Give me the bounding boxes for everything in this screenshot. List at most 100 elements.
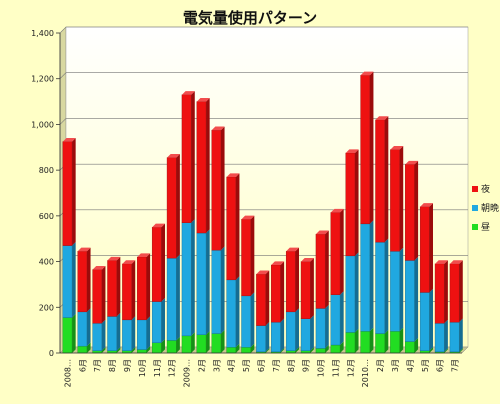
- x-tick-label: 9月: [302, 359, 311, 372]
- bar-夜-7月: [92, 265, 106, 324]
- x-tick-label: 10月: [317, 359, 326, 377]
- x-tick-label: 2月: [376, 359, 385, 372]
- y-tick: 600: [39, 212, 60, 221]
- y-tick: 0: [49, 349, 60, 358]
- x-tick-label: 10月: [138, 359, 147, 377]
- bar-朝晩-9月: [122, 316, 136, 351]
- bar-朝晩-2月: [196, 229, 210, 335]
- bar-夜-5月: [241, 215, 255, 297]
- x-tick-label: 12月: [346, 359, 355, 377]
- bars: [62, 71, 463, 354]
- x-tick-label: 2月: [197, 359, 206, 372]
- bar-朝晩-11月: [151, 297, 165, 343]
- bar-朝晩-4月: [226, 276, 240, 348]
- bar-朝晩-10月: [315, 304, 329, 349]
- bar-夜-3月: [390, 145, 404, 252]
- x-tick-label: 7月: [451, 359, 460, 372]
- bar-朝晩-7月: [92, 319, 106, 351]
- bar-朝晩-12月: [166, 254, 180, 341]
- bar-夜-7月: [271, 261, 285, 323]
- bar-夜-4月: [405, 160, 419, 261]
- bar-朝晩-7月: [449, 318, 463, 353]
- legend-swatch: [472, 186, 478, 192]
- bar-朝晩-5月: [241, 292, 255, 348]
- y-tick: 1,000: [31, 120, 60, 129]
- bar-朝晩-10月: [137, 316, 151, 350]
- y-tick-label: 200: [39, 303, 54, 312]
- bar-朝晩-7月: [271, 318, 285, 353]
- bar-夜-2009…: [181, 91, 195, 223]
- y-tick-label: 1,200: [31, 75, 54, 84]
- y-tick-label: 1,000: [31, 120, 54, 129]
- bar-夜-2008…: [62, 137, 76, 246]
- x-tick-label: 4月: [227, 359, 236, 372]
- y-tick: 400: [39, 258, 60, 267]
- y-tick: 1,400: [31, 29, 60, 38]
- bar-夜-10月: [315, 230, 329, 309]
- x-tick-label: 4月: [406, 359, 415, 372]
- bar-朝晩-2009…: [181, 219, 195, 337]
- x-tick-label: 9月: [123, 359, 132, 372]
- y-tick-label: 600: [39, 212, 54, 221]
- bar-夜-8月: [285, 247, 299, 313]
- x-tick-label: 8月: [287, 359, 296, 372]
- gridline: [59, 72, 468, 79]
- legend-item-朝晩: 朝晩: [472, 203, 499, 214]
- bar-夜-12月: [345, 149, 359, 257]
- legend-label: 昼: [481, 222, 490, 233]
- legend-label: 朝晩: [481, 203, 499, 214]
- bar-夜-2月: [196, 97, 210, 234]
- bar-朝晩-2008…: [62, 241, 76, 318]
- bar-朝晩-3月: [211, 246, 225, 334]
- bar-朝晩-6月: [77, 308, 91, 347]
- x-tick-label: 6月: [436, 359, 445, 372]
- bar-夜-12月: [166, 153, 180, 259]
- y-tick-label: 800: [39, 166, 54, 175]
- bar-夜-6月: [256, 270, 270, 326]
- bar-昼-2008…: [62, 313, 76, 354]
- y-tick: 1,200: [31, 75, 60, 84]
- x-tick-label: 2008…: [63, 359, 72, 387]
- x-tick-label: 7月: [272, 359, 281, 372]
- x-tick-label: 6月: [257, 359, 266, 372]
- x-tick-label: 5月: [242, 359, 251, 372]
- x-tick-label: 3月: [391, 359, 400, 372]
- bar-朝晩-4月: [405, 256, 419, 342]
- x-tick-label: 2010…: [361, 359, 370, 387]
- bar-朝晩-3月: [390, 247, 404, 332]
- bar-朝晩-11月: [330, 291, 344, 346]
- bar-夜-5月: [419, 203, 433, 293]
- bar-朝晩-2月: [375, 238, 389, 334]
- y-tick-label: 1,400: [31, 29, 54, 38]
- bar-朝晩-9月: [300, 315, 314, 351]
- bar-夜-2月: [375, 116, 389, 243]
- chart-title: 電気量使用パターン: [183, 9, 317, 27]
- legend-swatch: [472, 224, 478, 230]
- x-tick-label: 8月: [108, 359, 117, 372]
- x-tick-label: 2009…: [183, 359, 192, 387]
- x-tick-label: 11月: [153, 359, 162, 377]
- bar-夜-3月: [211, 126, 225, 251]
- bar-朝晩-8月: [285, 308, 299, 351]
- bar-夜-4月: [226, 173, 240, 281]
- bar-朝晩-6月: [256, 321, 270, 353]
- gridline: [59, 118, 468, 125]
- bar-夜-7月: [449, 260, 463, 323]
- legend-label: 夜: [481, 183, 490, 195]
- bar-夜-8月: [107, 256, 121, 317]
- bar-夜-6月: [77, 247, 91, 313]
- y-tick-label: 400: [39, 258, 54, 267]
- bar-夜-11月: [330, 208, 344, 295]
- legend-item-夜: 夜: [472, 183, 490, 195]
- bar-夜-10月: [137, 253, 151, 321]
- x-axis: 2008… 6月 7月 8月 9月 10月 11月 12月 2009… 2月 3月 4月 5月 6月 7月 8…: [60, 352, 462, 387]
- bar-夜-11月: [151, 223, 165, 302]
- bar-夜-9月: [300, 257, 314, 319]
- bar-朝晩-5月: [419, 288, 433, 351]
- x-tick-label: 12月: [168, 359, 177, 377]
- bar-朝晩-8月: [107, 312, 121, 351]
- bar-朝晩-6月: [434, 319, 448, 353]
- y-axis: 0 200 400 600 800 1,000 1,200 1,400: [31, 29, 61, 358]
